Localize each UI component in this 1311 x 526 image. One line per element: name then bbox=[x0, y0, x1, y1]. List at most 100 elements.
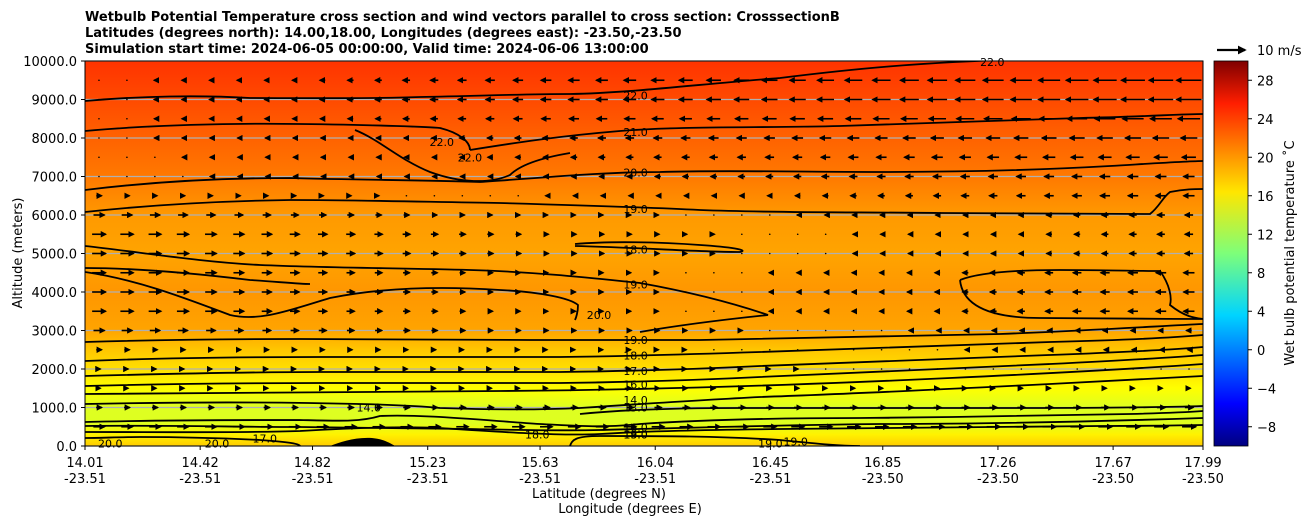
wind-vector bbox=[98, 175, 100, 178]
y-tick-label: 9000.0 bbox=[32, 94, 78, 109]
wind-vector bbox=[126, 137, 128, 139]
wind-vector bbox=[936, 348, 939, 351]
contour-label: 18.0 bbox=[525, 428, 550, 441]
x-tick-label-lon: -23.51 bbox=[749, 472, 791, 487]
y-tick-label: 0.0 bbox=[56, 440, 77, 455]
wind-vector bbox=[768, 214, 771, 216]
contour-line-13 bbox=[579, 405, 1203, 415]
x-tick-label-lat: 14.82 bbox=[294, 456, 331, 471]
wind-vector bbox=[98, 137, 100, 139]
y-axis: 0.0 1000.0 2000.0 3000.0 4000.0 5000.0 6000.0 7… bbox=[23, 55, 85, 455]
wind-vectors bbox=[92, 77, 1202, 430]
contour-label: 19.0 bbox=[758, 438, 783, 451]
contour-line-19-low bbox=[85, 323, 1203, 343]
contour-lines bbox=[85, 61, 1203, 446]
wind-vector bbox=[1132, 368, 1134, 370]
y-tick-label: 2000.0 bbox=[32, 363, 78, 378]
wind-vector bbox=[741, 214, 743, 216]
colorbar-tick-label: 16 bbox=[1257, 190, 1274, 205]
x-tick-label-lon: -23.50 bbox=[1092, 472, 1134, 487]
contour-line-14 bbox=[85, 375, 1203, 411]
wind-vector bbox=[1048, 368, 1051, 370]
wind-vector bbox=[461, 194, 464, 197]
wind-vector bbox=[98, 156, 100, 159]
colorbar-tick-label: −4 bbox=[1257, 382, 1276, 397]
contour-line-20 bbox=[85, 160, 1203, 191]
x-tick-label-lat: 16.45 bbox=[752, 456, 789, 471]
wind-vector bbox=[1104, 368, 1106, 370]
contour-label: 19.0 bbox=[623, 334, 648, 347]
x-tick-label-lon: -23.51 bbox=[519, 472, 561, 487]
contour-label: 13.0 bbox=[623, 402, 648, 415]
wind-vector bbox=[126, 156, 128, 159]
wind-vector bbox=[908, 368, 911, 370]
x-axis-label-2: Longitude (degrees E) bbox=[558, 502, 702, 517]
wind-vector bbox=[517, 194, 520, 197]
y-tick-label: 3000.0 bbox=[32, 325, 78, 340]
wind-vector bbox=[489, 194, 492, 197]
colorbar-tick-label: 4 bbox=[1257, 305, 1265, 320]
x-tick-label-lon: -23.51 bbox=[407, 472, 449, 487]
contour-line-22 bbox=[85, 61, 998, 102]
wind-vector bbox=[685, 271, 687, 274]
x-tick-label-lon: -23.50 bbox=[862, 472, 904, 487]
wind-vector bbox=[796, 233, 799, 236]
wind-vector bbox=[713, 310, 715, 313]
wind-vector bbox=[796, 252, 799, 255]
wind-vector bbox=[154, 175, 156, 178]
contour-label: 20.0 bbox=[623, 167, 648, 180]
wind-vector bbox=[741, 291, 743, 293]
wind-vector bbox=[796, 329, 799, 332]
wind-vector bbox=[98, 117, 100, 120]
contour-label: 19.0 bbox=[623, 203, 648, 216]
contour-label: 18.0 bbox=[623, 428, 648, 441]
contour-line-17 bbox=[85, 346, 1203, 377]
x-tick-label-lat: 14.01 bbox=[66, 456, 103, 471]
quiver-key: 10 m/s bbox=[1217, 44, 1302, 59]
y-tick-label: 7000.0 bbox=[32, 171, 78, 186]
contour-label: 22.0 bbox=[429, 136, 454, 149]
x-tick-label-lat: 16.85 bbox=[864, 456, 901, 471]
colorbar-tick-label: −8 bbox=[1257, 421, 1276, 436]
wind-vector bbox=[741, 310, 743, 313]
x-tick-label-lat: 17.67 bbox=[1095, 456, 1132, 471]
wind-vector bbox=[741, 271, 743, 274]
wind-vector bbox=[713, 214, 715, 216]
x-tick-label-lon: -23.50 bbox=[977, 472, 1019, 487]
wind-vector bbox=[741, 252, 743, 255]
contour-label: 22.0 bbox=[623, 90, 648, 103]
contour-label: 19.0 bbox=[623, 278, 648, 291]
colorbar: −8 −4 0 4 8 12 16 20 24 28 Wet bulb potential tem… bbox=[1213, 60, 1298, 447]
contour-line-22-dome bbox=[354, 129, 571, 182]
x-tick-label-lon: -23.51 bbox=[292, 472, 334, 487]
contour-label: 14.0 bbox=[356, 402, 381, 415]
colorbar-tick-label: 12 bbox=[1257, 228, 1274, 243]
wind-vector bbox=[796, 348, 799, 351]
contour-line-19-east bbox=[959, 269, 1203, 320]
contour-label: 22.0 bbox=[980, 56, 1005, 69]
wind-vector bbox=[741, 233, 743, 236]
contour-labels: 22.021.022.022.020.019.018.019.020.019.0… bbox=[98, 56, 1005, 451]
wind-vector bbox=[433, 194, 436, 197]
chart-title-line-1: Wetbulb Potential Temperature cross sect… bbox=[85, 10, 840, 25]
colorbar-tick-label: 28 bbox=[1257, 74, 1274, 89]
contour-label: 19.0 bbox=[783, 435, 808, 448]
wind-vector bbox=[1076, 368, 1079, 370]
wind-vector bbox=[741, 348, 743, 351]
colorbar-tick-label: 24 bbox=[1257, 113, 1274, 128]
wind-vector bbox=[824, 368, 827, 370]
y-tick-label: 8000.0 bbox=[32, 132, 78, 147]
wind-vector bbox=[182, 175, 184, 178]
x-tick-label-lat: 17.99 bbox=[1184, 456, 1221, 471]
wind-vector bbox=[154, 156, 156, 159]
contour-line-16 bbox=[85, 354, 1203, 395]
wind-vector bbox=[1188, 368, 1190, 370]
x-axis-label: Latitude (degrees N) bbox=[532, 487, 666, 502]
wind-vector bbox=[992, 368, 995, 370]
contour-label: 20.0 bbox=[205, 438, 230, 451]
wind-vector bbox=[685, 291, 687, 293]
y-axis-label: Altitude (meters) bbox=[11, 198, 26, 309]
colorbar-tick-label: 20 bbox=[1257, 151, 1274, 166]
x-tick-label-lat: 16.04 bbox=[637, 456, 674, 471]
wind-vector bbox=[713, 291, 715, 293]
